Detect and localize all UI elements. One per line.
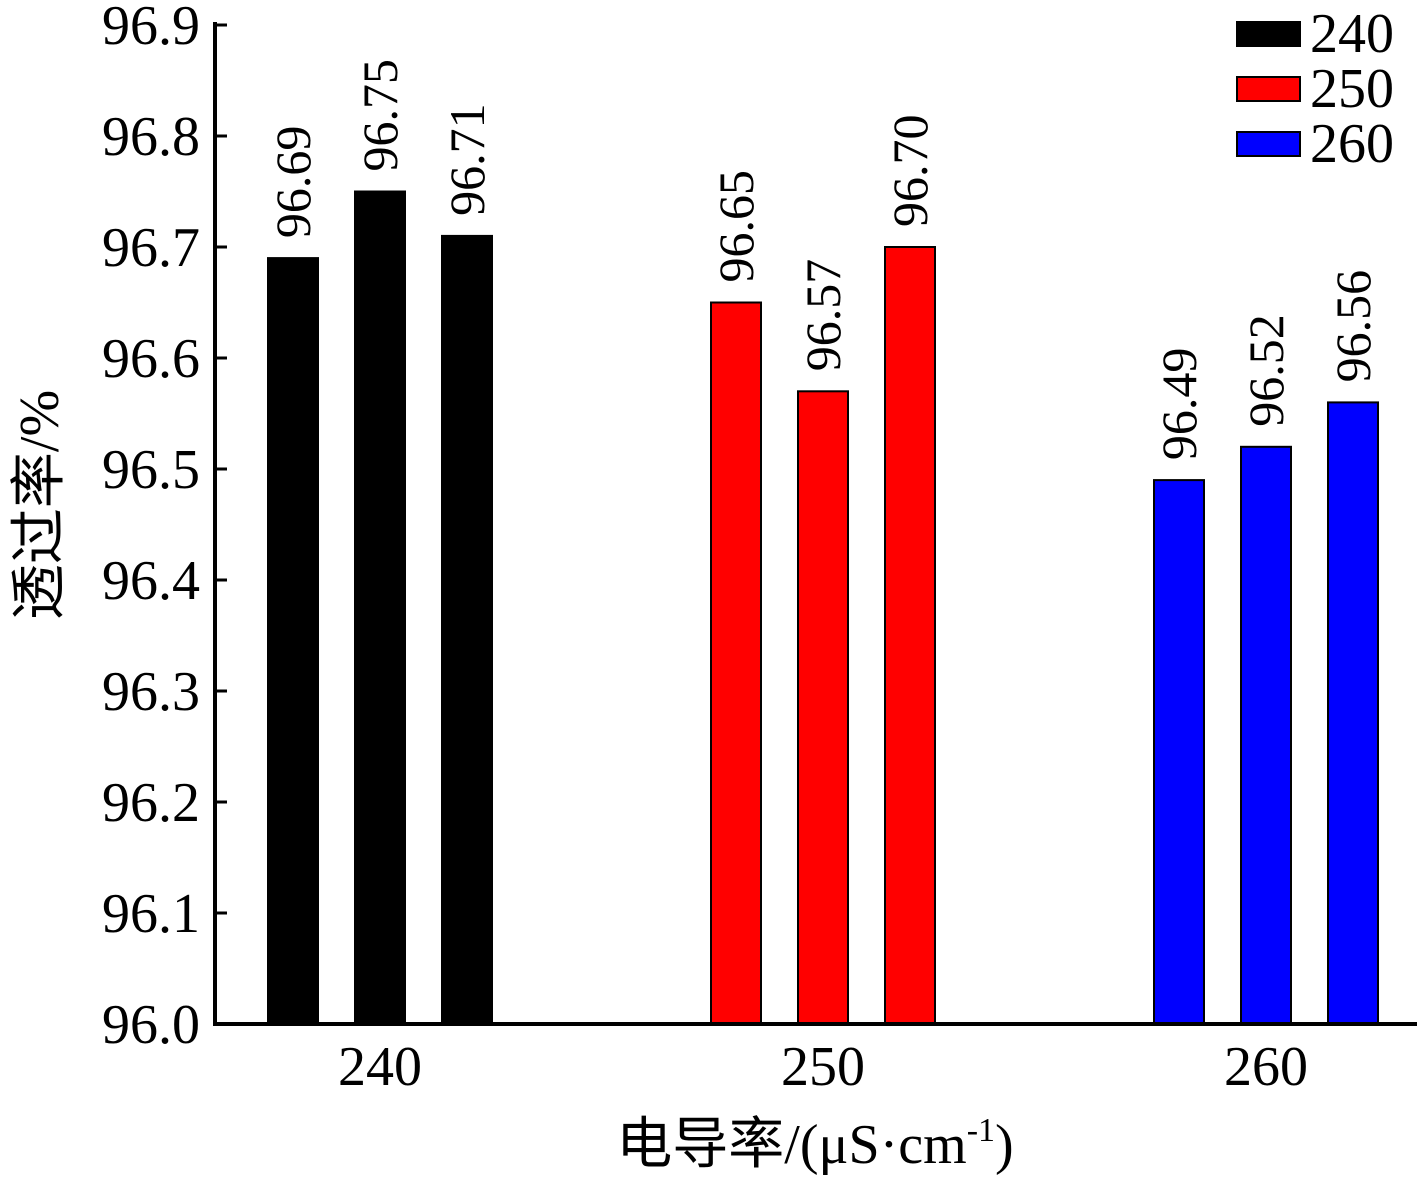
x-tick-label: 240 [338,1036,422,1098]
bar [710,301,762,1025]
bar-value-label: 96.69 [265,126,321,239]
y-tick-label: 96.6 [102,328,200,390]
bar [354,190,406,1025]
bar-value-label: 96.65 [708,170,764,283]
bar-value-label: 96.70 [882,115,938,228]
y-tick-label: 96.2 [102,772,200,834]
bar [797,390,849,1025]
legend-swatch [1236,131,1301,157]
bar [884,246,936,1025]
bar [1327,401,1379,1025]
y-tick-label: 96.7 [102,217,200,279]
bar [1240,445,1292,1025]
bars-layer [267,190,1379,1026]
y-axis-ticks: 96.0 96.1 96.2 96.3 96.4 96.5 96.6 96.7 96.8 96.9 [102,0,227,1056]
bar-value-label: 96.49 [1151,348,1207,461]
bar-value-label: 96.57 [795,259,851,372]
y-tick-label: 96.0 [102,994,200,1056]
bar-value-label: 96.52 [1238,314,1294,427]
bar [441,234,493,1025]
y-tick-label: 96.1 [102,883,200,945]
x-axis-title-main: 电导率/(μS·cm [616,1114,966,1176]
bar-value-label: 96.71 [439,103,495,216]
y-tick-label: 96.3 [102,661,200,723]
bar-value-label: 96.75 [352,59,408,172]
y-tick-label: 96.9 [102,0,200,57]
x-axis-title-close: ) [995,1114,1014,1176]
legend-label: 250 [1310,58,1394,120]
y-tick-label: 96.4 [102,550,200,612]
x-tick-label: 250 [781,1036,865,1098]
bar [267,257,319,1026]
legend-label: 260 [1310,113,1394,175]
x-tick-label: 260 [1224,1036,1308,1098]
y-tick-label: 96.8 [102,106,200,168]
bar [1153,479,1205,1026]
x-axis-ticks: 240 250 260 [338,1036,1308,1098]
legend-swatch [1236,21,1301,47]
bar-labels-layer: 96.69 96.75 96.71 96.65 96.57 96.70 96.49 96.52… [265,59,1381,460]
x-axis-title-superscript: -1 [967,1112,995,1149]
x-axis-title: 电导率/(μS·cm-1) [616,1112,1013,1176]
legend-swatch [1236,76,1301,102]
bar-value-label: 96.56 [1325,270,1381,383]
y-tick-label: 96.5 [102,439,200,501]
legend-label: 240 [1310,3,1394,65]
y-axis-title: 透过率/% [9,390,71,620]
